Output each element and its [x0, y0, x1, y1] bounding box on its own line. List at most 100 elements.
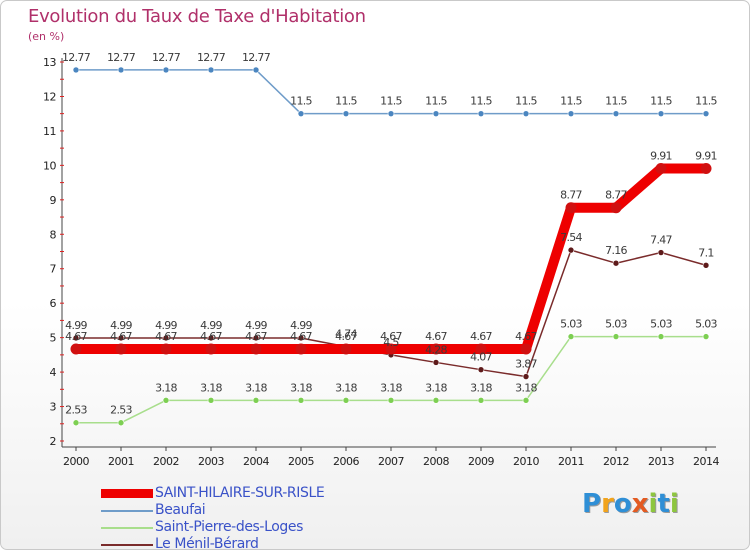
y-tick-label: 5: [50, 332, 57, 345]
data-label: 11.5: [605, 95, 627, 108]
data-label: 5.03: [560, 318, 582, 331]
data-label: 11.5: [515, 95, 537, 108]
data-point: [702, 110, 710, 117]
data-point: [162, 334, 170, 342]
data-point: [657, 110, 665, 117]
data-label: 12.77: [152, 51, 181, 64]
data-label: 7.16: [605, 244, 627, 257]
data-label: 11.5: [560, 95, 582, 108]
legend-swatch: [101, 510, 153, 512]
data-point: [612, 259, 620, 267]
data-point: [522, 373, 530, 380]
data-label: 4.99: [200, 319, 222, 332]
data-point: [522, 397, 530, 404]
data-point: [475, 343, 487, 355]
chart-title: Evolution du Taux de Taxe d'Habitation: [28, 6, 366, 27]
data-label: 4.67: [380, 330, 402, 343]
data-label: 11.5: [380, 95, 402, 108]
legend-label: Beaufai: [155, 502, 206, 518]
data-label: 4.99: [155, 319, 177, 332]
data-label: 7.47: [650, 234, 672, 247]
data-point: [700, 162, 712, 174]
data-label: 7.1: [698, 246, 713, 259]
data-point: [297, 334, 305, 342]
data-point: [477, 366, 485, 373]
x-tick-label: 2009: [468, 455, 494, 468]
data-point: [702, 333, 710, 340]
data-label: 2.53: [65, 404, 87, 417]
data-label: 9.91: [695, 149, 717, 162]
data-point: [342, 110, 350, 117]
data-point: [387, 110, 395, 117]
data-point: [297, 397, 305, 404]
data-point: [162, 397, 170, 404]
x-tick-label: 2007: [378, 455, 404, 468]
data-label: 8.77: [560, 189, 582, 202]
data-label: 11.5: [650, 95, 672, 108]
data-label: 3.18: [290, 381, 312, 394]
data-point: [702, 261, 710, 269]
y-tick-label: 8: [50, 228, 57, 241]
data-label: 3.18: [515, 381, 537, 394]
data-label: 11.5: [290, 95, 312, 108]
line-chart: 2 3 4 5 6 7 8 9 10 11 12 13 2000 2001 2002 2003 2004 2005…: [43, 51, 720, 468]
data-point: [252, 334, 260, 342]
data-point: [117, 334, 125, 342]
data-point: [522, 110, 530, 117]
data-point: [567, 333, 575, 340]
data-label: 4.5: [383, 336, 399, 349]
data-label: 4.67: [425, 330, 447, 343]
data-label: 5.03: [650, 318, 672, 331]
legend-swatch: [101, 489, 153, 498]
x-tick-label: 2010: [513, 455, 539, 468]
data-label: 12.77: [197, 51, 226, 64]
data-label: 12.77: [107, 51, 136, 64]
data-label: 3.18: [155, 381, 177, 394]
x-tick-label: 2005: [288, 455, 314, 468]
data-point: [342, 397, 350, 404]
y-tick-label: 9: [50, 194, 57, 207]
x-tick-label: 2014: [693, 455, 719, 468]
data-label: 4.67: [290, 330, 312, 343]
data-point: [385, 343, 397, 355]
data-label: 11.5: [470, 95, 492, 108]
logo-letter: i: [648, 489, 658, 519]
data-label: 9.91: [650, 149, 672, 162]
data-point: [252, 66, 260, 74]
data-label: 3.87: [515, 358, 537, 371]
proxiti-logo: Proxiti: [582, 489, 679, 519]
data-label: 5.03: [695, 318, 717, 331]
y-tick-label: 2: [50, 435, 57, 448]
data-label: 3.18: [470, 381, 492, 394]
data-point: [252, 397, 260, 404]
data-label: 4.67: [110, 330, 132, 343]
data-point: [655, 162, 667, 174]
data-point: [115, 343, 127, 355]
legend-swatch: [101, 544, 153, 546]
x-tick-label: 2011: [558, 455, 584, 468]
data-label: 4.67: [200, 330, 222, 343]
data-label: 7.54: [560, 231, 582, 244]
legend-label: Le Ménil-Bérard: [155, 536, 259, 550]
logo-letter: P: [582, 489, 602, 519]
data-label: 11.5: [695, 95, 717, 108]
x-tick-label: 2002: [153, 455, 179, 468]
logo-letter: r: [601, 489, 614, 519]
data-point: [117, 419, 125, 427]
data-point: [295, 343, 307, 355]
data-point: [430, 343, 442, 355]
data-point: [297, 110, 305, 117]
legend-label: Saint-Pierre-des-Loges: [155, 519, 303, 535]
x-tick-label: 2004: [243, 455, 269, 468]
data-label: 11.5: [335, 95, 357, 108]
data-point: [72, 419, 80, 427]
logo-letter: t: [657, 489, 670, 519]
y-tick-label: 13: [43, 56, 56, 69]
data-point: [477, 110, 485, 117]
data-label: 4.99: [290, 319, 312, 332]
data-label: 4.99: [65, 319, 87, 332]
y-tick-label: 12: [43, 90, 56, 103]
data-point: [610, 202, 622, 214]
x-tick-label: 2000: [63, 455, 89, 468]
data-label: 4.74: [335, 328, 357, 341]
